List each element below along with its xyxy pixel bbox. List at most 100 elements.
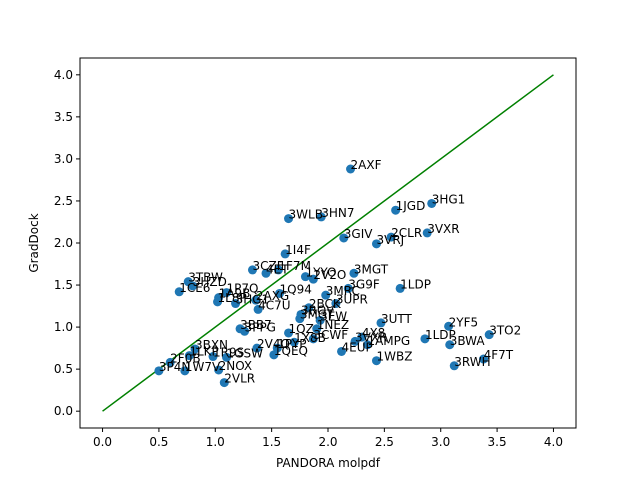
scatter-point	[371, 239, 381, 249]
point-label: 3HG1	[236, 293, 270, 307]
y-tick-label: 0.5	[54, 362, 73, 376]
point-label: 1CE6	[179, 281, 210, 295]
x-tick-label: 4.0	[544, 435, 563, 449]
scatter-point	[427, 198, 437, 208]
point-label: 4EUP	[342, 340, 373, 354]
point-label: 3TO2	[489, 324, 521, 338]
y-tick-label: 4.0	[54, 68, 73, 82]
scatter-point	[315, 315, 325, 325]
point-label: 1A9B	[219, 287, 251, 301]
point-label: 3VXR	[355, 330, 387, 344]
scatter-point	[331, 299, 341, 309]
point-label: 3HG1	[432, 192, 466, 206]
scatter-point	[284, 328, 294, 338]
scatter-point	[272, 343, 282, 353]
scatter-point	[308, 334, 318, 344]
point-label: 1I4F	[285, 243, 311, 257]
x-axis-ticks: 0.0 0.5 1.0 1.5 2.0 2.5 3.0 3.5 4.0	[93, 428, 563, 449]
scatter-point	[484, 330, 494, 340]
point-label: 1L8P	[218, 291, 247, 305]
point-label: 2BCK	[309, 297, 342, 311]
point-label: 1LDP	[425, 328, 456, 342]
scatter-point	[174, 287, 184, 297]
x-tick-label: 1.5	[262, 435, 281, 449]
point-label: 3CWF	[313, 328, 348, 342]
scatter-point	[165, 357, 175, 367]
scatter-point	[337, 346, 347, 356]
scatter-point	[280, 249, 290, 259]
scatter-point	[376, 318, 386, 328]
point-label: 2F0B	[170, 351, 200, 365]
scatter-point	[247, 265, 257, 275]
scatter-point	[253, 304, 263, 314]
y-tick-label: 2.0	[54, 236, 73, 250]
x-tick-label: 1.0	[206, 435, 225, 449]
x-tick-label: 0.0	[93, 435, 112, 449]
x-tick-label: 2.5	[375, 435, 394, 449]
point-label: 1Q94	[280, 282, 312, 296]
point-label: 1R9S	[213, 346, 244, 360]
point-label: 3RWH	[454, 355, 490, 369]
point-label: 3BWA	[450, 334, 486, 348]
scatter-point	[339, 233, 349, 243]
point-label: 1LKP	[189, 345, 218, 359]
point-label: 2YF5	[449, 315, 479, 329]
point-label: 4F7T	[484, 348, 514, 362]
x-tick-label: 0.5	[149, 435, 168, 449]
scatter-point	[188, 281, 198, 291]
y-tick-label: 1.5	[54, 278, 73, 292]
x-tick-label: 3.5	[488, 435, 507, 449]
point-label: 3G9F	[348, 277, 380, 291]
scatter-point	[251, 295, 261, 305]
point-label: 3TBW	[188, 271, 223, 285]
scatter-point	[391, 205, 401, 215]
scatter-point	[449, 361, 459, 371]
scatter-point	[261, 268, 271, 278]
point-label: 3UTT	[381, 312, 413, 326]
x-tick-label: 2.0	[318, 435, 337, 449]
point-label: 2V2O	[313, 268, 346, 282]
scatter-point	[208, 352, 218, 362]
scatter-point	[343, 283, 353, 293]
point-label: 1NEZ	[317, 318, 349, 332]
y-tick-label: 0.0	[54, 404, 73, 418]
scatter-point	[395, 283, 405, 293]
scatter-point	[275, 288, 285, 298]
y-tick-label: 3.0	[54, 152, 73, 166]
scatter-point	[386, 232, 396, 242]
scatter-point	[214, 365, 224, 375]
scatter-point	[304, 303, 314, 313]
point-label: 2AXF	[351, 158, 382, 172]
scatter-point	[273, 265, 283, 275]
scatter-point	[308, 274, 318, 284]
point-label: 3P4N	[159, 360, 190, 374]
scatter-point	[213, 297, 223, 307]
point-label: 1WBZ	[376, 350, 412, 364]
point-label: 3HZD	[193, 275, 227, 289]
point-label: 3HN7	[321, 206, 354, 220]
points-layer	[154, 164, 494, 388]
y-tick-label: 2.5	[54, 194, 73, 208]
point-label: 3UPR	[336, 293, 368, 307]
point-label: 3ROV	[301, 303, 335, 317]
reference-diagonal-line	[102, 74, 554, 412]
x-axis-label: PANDORA molpdf	[276, 456, 381, 470]
x-tick-label: 3.0	[431, 435, 450, 449]
point-label: 3MRC	[326, 284, 360, 298]
scatter-point	[252, 343, 262, 353]
y-tick-label: 3.5	[54, 110, 73, 124]
point-label: 4C7U	[258, 298, 290, 312]
point-label: 2NOX	[219, 359, 253, 373]
point-label: 3CZF	[252, 259, 283, 273]
scatter-point	[371, 356, 381, 366]
point-label: 1JGD	[396, 199, 426, 213]
scatter-point	[312, 324, 322, 334]
point-label: 3VRJ	[376, 233, 404, 247]
point-label: 3GIV	[344, 227, 373, 241]
scatter-point	[445, 340, 455, 350]
y-tick-label: 1.0	[54, 320, 73, 334]
point-label: 1LDP	[400, 277, 431, 291]
scatter-point	[444, 321, 454, 331]
scatter-point	[154, 366, 164, 376]
